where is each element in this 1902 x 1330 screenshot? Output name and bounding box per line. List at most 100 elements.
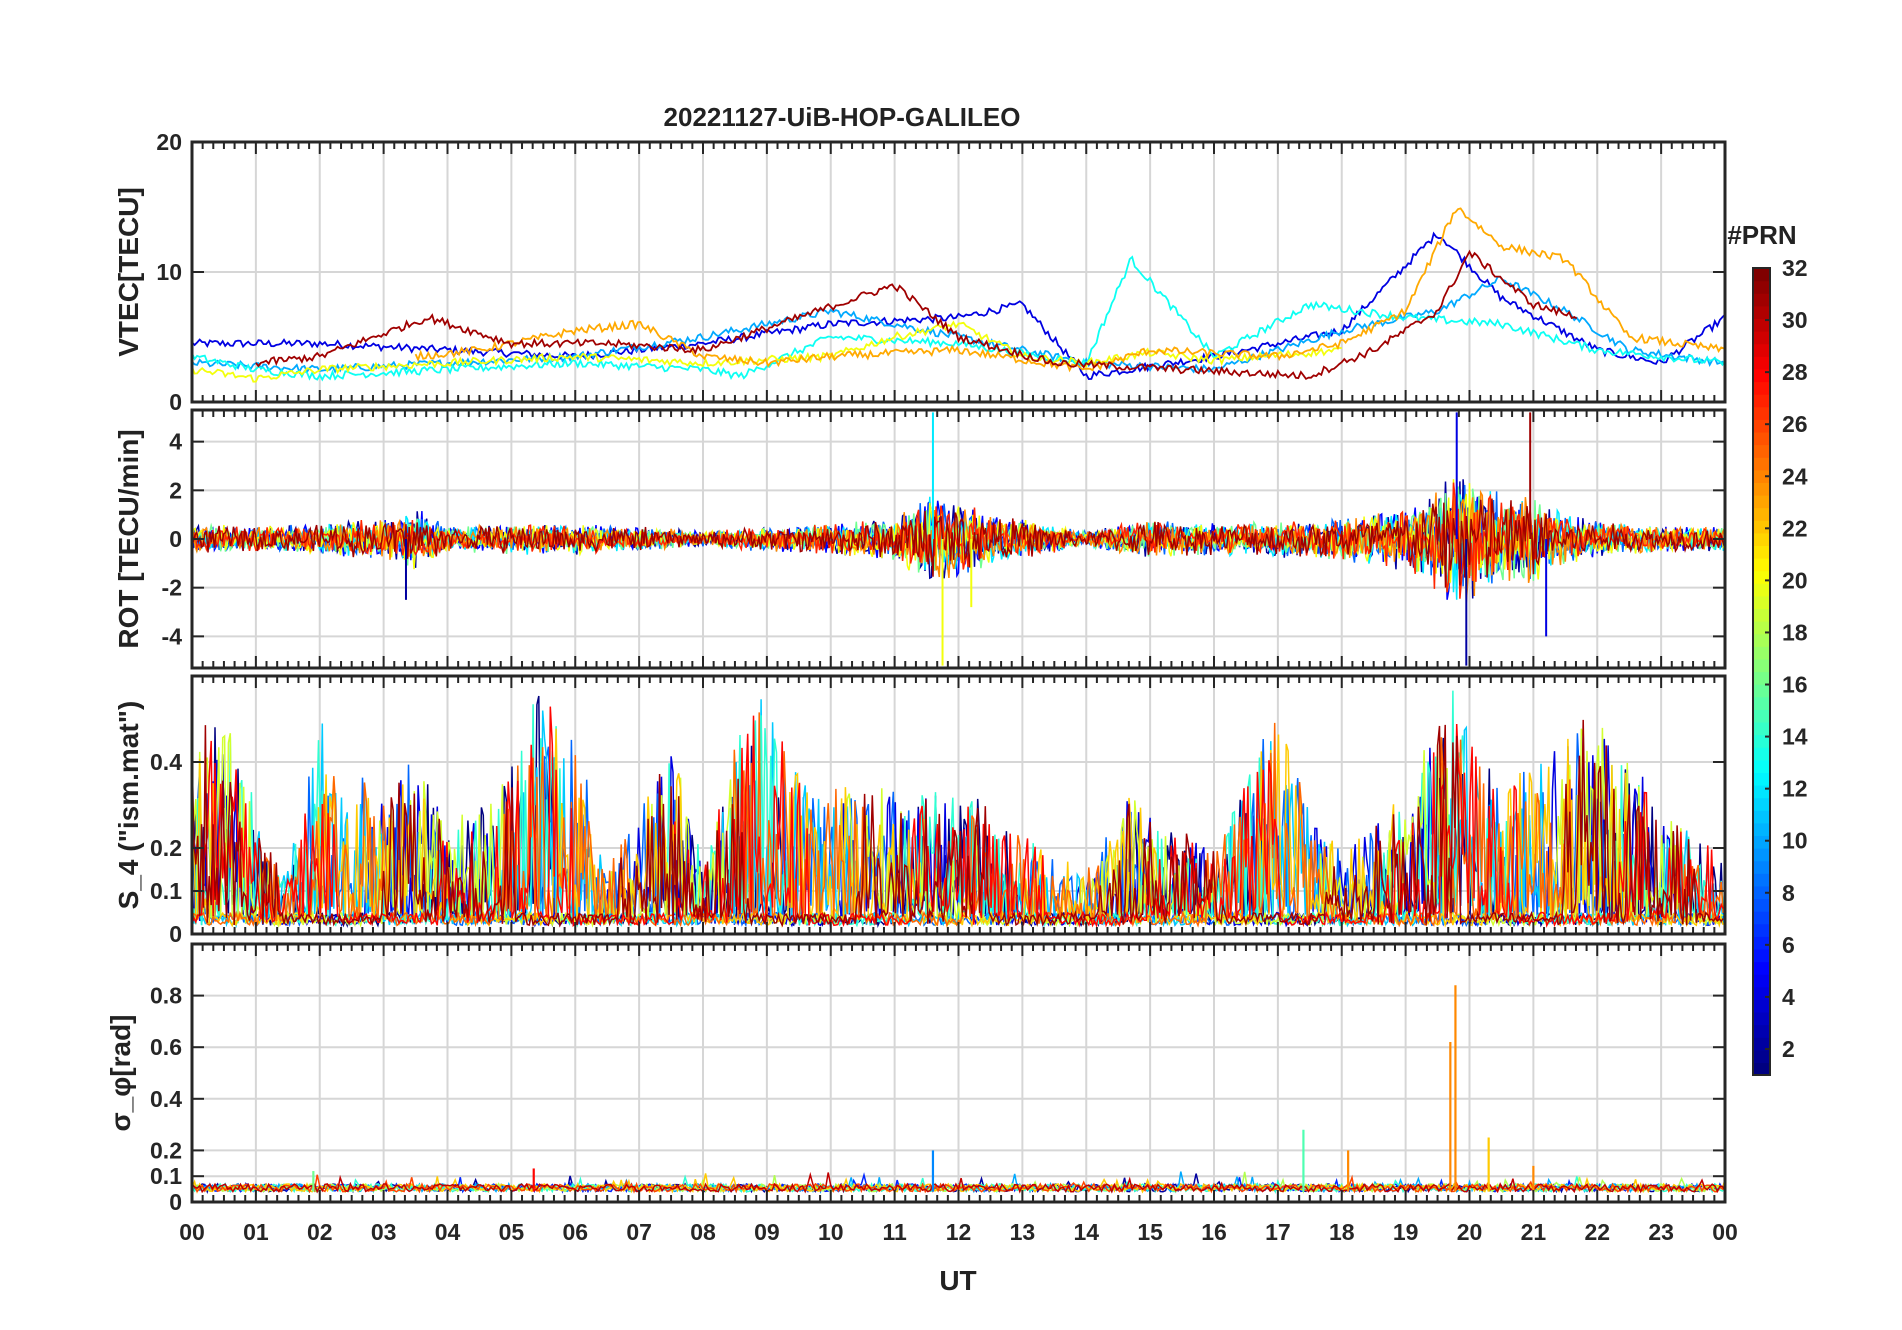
x-tick-label: 23 [1648,1219,1674,1245]
rot-series-prn-31 [192,498,1725,588]
colorbar-band [1753,822,1770,837]
colorbar-band [1753,331,1770,345]
sigma-series-prn-26 [192,1174,1725,1194]
colorbar-band [1753,885,1770,900]
y-tick-label: 0 [169,526,182,552]
x-tick-label: 02 [307,1219,333,1245]
colorbar-band [1753,810,1770,824]
colorbar-band [1753,848,1770,862]
y-tick-label: -4 [162,623,183,649]
plot-lines [192,207,1725,383]
x-tick-label: 18 [1329,1219,1355,1245]
colorbar-band [1753,709,1770,723]
colorbar-band [1753,797,1770,811]
y-axis-label: ROT [TECU/min] [113,429,144,648]
colorbar-tick-label: 8 [1782,880,1795,906]
colorbar-band [1753,1049,1770,1063]
colorbar-band [1753,394,1770,408]
x-tick-label: 06 [562,1219,588,1245]
colorbar-band [1753,696,1770,710]
colorbar-band [1753,621,1770,635]
colorbar-tick-label: 20 [1782,567,1808,593]
colorbar-band [1753,583,1770,597]
colorbar-band [1753,532,1770,547]
x-tick-label: 05 [499,1219,525,1245]
y-tick-label: 0.2 [150,1137,182,1163]
y-tick-label: 0.4 [150,749,182,775]
colorbar-band [1753,494,1770,509]
grid [192,944,1725,1203]
colorbar-band [1753,368,1770,383]
x-tick-label: 10 [818,1219,844,1245]
colorbar-tick-label: 4 [1782,984,1795,1010]
minor-ticks [191,410,1726,668]
colorbar-band [1753,1037,1770,1051]
colorbar-band [1753,759,1770,773]
colorbar-band [1753,293,1770,307]
x-tick-label: 11 [882,1219,907,1245]
x-tick-label: 21 [1521,1219,1547,1245]
x-tick-label: 13 [1010,1219,1036,1245]
x-axis-label: UT [939,1265,976,1296]
colorbar-band [1753,948,1770,963]
vtec-series-prn-31 [255,249,1578,381]
y-axis-label: S_4 ("ism.mat") [113,701,144,910]
colorbar-band [1753,608,1770,622]
y-tick-label: 0 [169,389,182,415]
colorbar-band [1753,520,1770,534]
colorbar-band [1753,268,1770,282]
x-tick-label: 07 [626,1219,652,1245]
y-tick-label: 4 [169,429,182,455]
x-tick-label: 19 [1393,1219,1419,1245]
x-tick-label: 14 [1073,1219,1099,1245]
y-tick-label: 0.1 [150,1163,182,1189]
y-tick-label: 0.1 [150,878,182,904]
y-tick-label: 0.4 [150,1086,182,1112]
colorbar-label: #PRN [1727,220,1796,250]
colorbar-band [1753,734,1770,748]
colorbar-band [1753,747,1770,761]
x-tick-label: 20 [1457,1219,1483,1245]
x-tick-label: 04 [435,1219,461,1245]
x-tick-label: 01 [243,1219,269,1245]
colorbar-tick-label: 6 [1782,932,1795,958]
colorbar-band [1753,835,1770,849]
colorbar-band [1753,1024,1770,1038]
panel-2: -4 -2 0 2 4 ROT [TECU/min] [113,408,1727,670]
x-tick-label: 00 [179,1219,205,1245]
colorbar-band [1753,646,1770,660]
colorbar-band [1753,986,1770,1000]
colorbar-band [1753,961,1770,975]
y-tick-label: 0.2 [150,835,182,861]
x-tick-label: 15 [1137,1219,1163,1245]
colorbar-band [1753,936,1770,950]
colorbar-tick-label: 32 [1782,255,1808,281]
colorbar-band [1753,558,1770,572]
colorbar-band [1753,671,1770,685]
colorbar-band [1753,381,1770,395]
colorbar-band [1753,633,1770,647]
colorbar-band [1753,356,1770,370]
chart-title: 20221127-UiB-HOP-GALILEO [664,102,1021,132]
colorbar-band [1753,595,1770,610]
panel-4: 00.10.2 0.4 0.6 0.8 σ_φ[rad] [105,942,1727,1215]
colorbar-band [1753,570,1770,584]
x-tick-label: 08 [690,1219,716,1245]
colorbar-tick-label: 10 [1782,828,1808,854]
minor-ticks [191,142,1726,402]
y-tick-label: 0.6 [150,1034,182,1060]
x-tick-label: 16 [1201,1219,1227,1245]
colorbar-band [1753,444,1770,458]
y-tick-label: -2 [162,575,182,601]
colorbar-band [1753,419,1770,433]
y-tick-label: 0.8 [150,983,182,1009]
colorbar-band [1753,784,1770,799]
panel-1: 0 10 20 VTEC[TECU] [113,129,1727,415]
y-tick-label: 20 [156,129,182,155]
colorbar-tick-label: 2 [1782,1036,1795,1062]
colorbar-tick-label: 24 [1782,463,1808,489]
